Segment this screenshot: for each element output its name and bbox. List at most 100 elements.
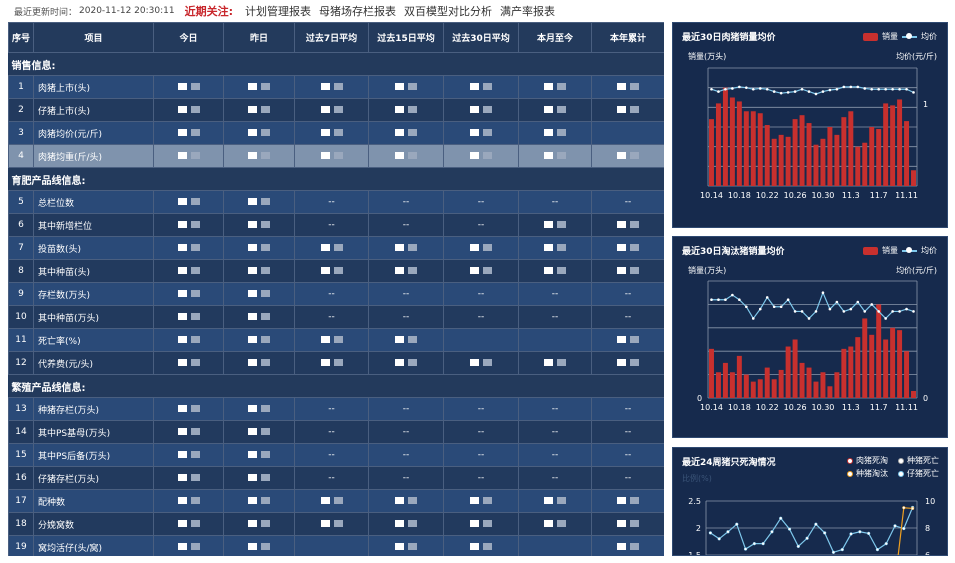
table-row[interactable]: 8 其中种苗(头) [8, 259, 664, 283]
redacted-value [261, 221, 270, 228]
legend-piglet-death[interactable]: 仔猪死亡 [898, 468, 939, 479]
section-title: 育肥产品线信息: [8, 167, 664, 191]
table-row[interactable]: 1 肉猪上市(头) [8, 75, 664, 99]
table-row[interactable]: 3 肉猪均价(元/斤) [8, 121, 664, 145]
price-point [905, 307, 908, 311]
redacted-value [333, 336, 343, 343]
redacted-value [408, 359, 417, 366]
x-tick-label: 10.18 [728, 191, 751, 200]
table-row[interactable]: 17 配种数 [8, 489, 664, 513]
redacted-value [483, 152, 492, 159]
table-cell [591, 351, 664, 375]
table-cell: -- [443, 466, 519, 490]
table-cell [518, 236, 592, 260]
series-point [787, 527, 792, 531]
redacted-value [177, 520, 187, 527]
redacted-value [261, 451, 270, 458]
legend-price[interactable]: 均价 [921, 246, 937, 255]
table-cell [223, 328, 295, 352]
redacted-value [190, 359, 200, 366]
legend-sales[interactable]: 销量 [882, 246, 898, 255]
table-cell [223, 535, 295, 556]
table-cell [294, 351, 369, 375]
table-cell [443, 98, 519, 122]
table-row[interactable]: 16 仔猪存栏(万头) -- -- -- -- -- [8, 466, 664, 490]
table-row[interactable]: 15 其中PS后备(万头) -- -- -- -- -- [8, 443, 664, 467]
table-row[interactable]: 6 其中新增栏位 -- -- -- [8, 213, 664, 237]
redacted-value [190, 474, 200, 481]
legend-sow-death[interactable]: 种猪死亡 [898, 455, 939, 466]
table-row[interactable]: 9 存栏数(万头) -- -- -- -- -- [8, 282, 664, 306]
price-point [779, 91, 783, 95]
table-row[interactable]: 5 总栏位数 -- -- -- -- -- [8, 190, 664, 214]
legend-sow-cull[interactable]: 种猪淘汰 [847, 468, 888, 479]
bar [876, 304, 882, 398]
redacted-value [261, 497, 270, 504]
table-cell [153, 259, 224, 283]
table-cell [591, 75, 664, 99]
table-row[interactable]: 13 种猪存栏(万头) -- -- -- -- -- [8, 397, 664, 421]
table-cell [591, 236, 664, 260]
series-point [831, 550, 836, 554]
redacted-value [544, 359, 553, 366]
table-cell [518, 351, 592, 375]
row-item-name: 其中PS后备(万头) [33, 443, 154, 467]
bar [709, 348, 714, 398]
price-point [765, 296, 769, 299]
report-table-container[interactable]: 序号 项目 今日 昨日 过去7日平均 过去15日平均 过去30日平均 本月至今 本年累计 销售信… [8, 22, 664, 556]
table-row[interactable]: 4 肉猪均重(斤/头) [8, 144, 664, 168]
table-row[interactable]: 18 分娩窝数 [8, 512, 664, 536]
redacted-value [557, 221, 566, 228]
redacted-value [190, 83, 200, 90]
table-cell [223, 305, 295, 329]
redacted-value [617, 267, 626, 274]
row-number: 5 [8, 190, 34, 214]
bar [743, 374, 749, 398]
table-cell [368, 512, 444, 536]
y2-axis-label: 均价(元/斤) [896, 266, 937, 275]
table-cell [591, 213, 664, 237]
legend-price[interactable]: 均价 [921, 32, 937, 41]
y-tick-label: 2 [696, 524, 701, 533]
redacted-value [333, 152, 343, 159]
link-plan-report[interactable]: 计划管理报表 [245, 5, 312, 18]
redacted-value [177, 474, 187, 481]
redacted-value [248, 267, 257, 274]
row-number: 3 [8, 121, 34, 145]
redacted-value [395, 244, 404, 251]
redacted-value [248, 405, 257, 412]
table-cell [223, 420, 295, 444]
table-row[interactable]: 14 其中PS基母(万头) -- -- -- -- -- [8, 420, 664, 444]
redacted-value [248, 198, 257, 205]
bar [729, 372, 735, 398]
table-cell [443, 121, 519, 145]
redacted-value [248, 359, 257, 366]
table-cell: -- [443, 397, 519, 421]
price-point [758, 307, 762, 311]
price-point [905, 87, 908, 91]
link-model-compare[interactable]: 双百模型对比分析 [404, 5, 493, 18]
table-row[interactable]: 11 死亡率(%) [8, 328, 664, 352]
table-row[interactable]: 19 窝均活仔(头/窝) [8, 535, 664, 556]
redacted-value [483, 497, 492, 504]
table-cell [153, 213, 224, 237]
table-cell: -- [443, 190, 519, 214]
column-header: 今日 [153, 22, 224, 53]
table-row[interactable]: 2 仔猪上市(头) [8, 98, 664, 122]
table-row[interactable]: 12 代养费(元/头) [8, 351, 664, 375]
redacted-value [248, 221, 257, 228]
link-full-production-report[interactable]: 满产率报表 [500, 5, 556, 18]
legend-pork-death[interactable]: 肉猪死淘 [847, 455, 888, 466]
price-point [800, 310, 804, 313]
redacted-value [408, 497, 417, 504]
redacted-value [630, 244, 639, 251]
link-sow-farm-report[interactable]: 母猪场存栏报表 [319, 5, 397, 18]
table-row[interactable]: 10 其中种苗(万头) -- -- -- -- -- [8, 305, 664, 329]
legend-sales[interactable]: 销量 [882, 32, 898, 41]
bar [785, 136, 791, 186]
price-point [898, 310, 901, 313]
table-cell: -- [368, 190, 444, 214]
bar [729, 97, 735, 186]
table-row[interactable]: 7 投苗数(头) [8, 236, 664, 260]
price-point [856, 300, 860, 304]
